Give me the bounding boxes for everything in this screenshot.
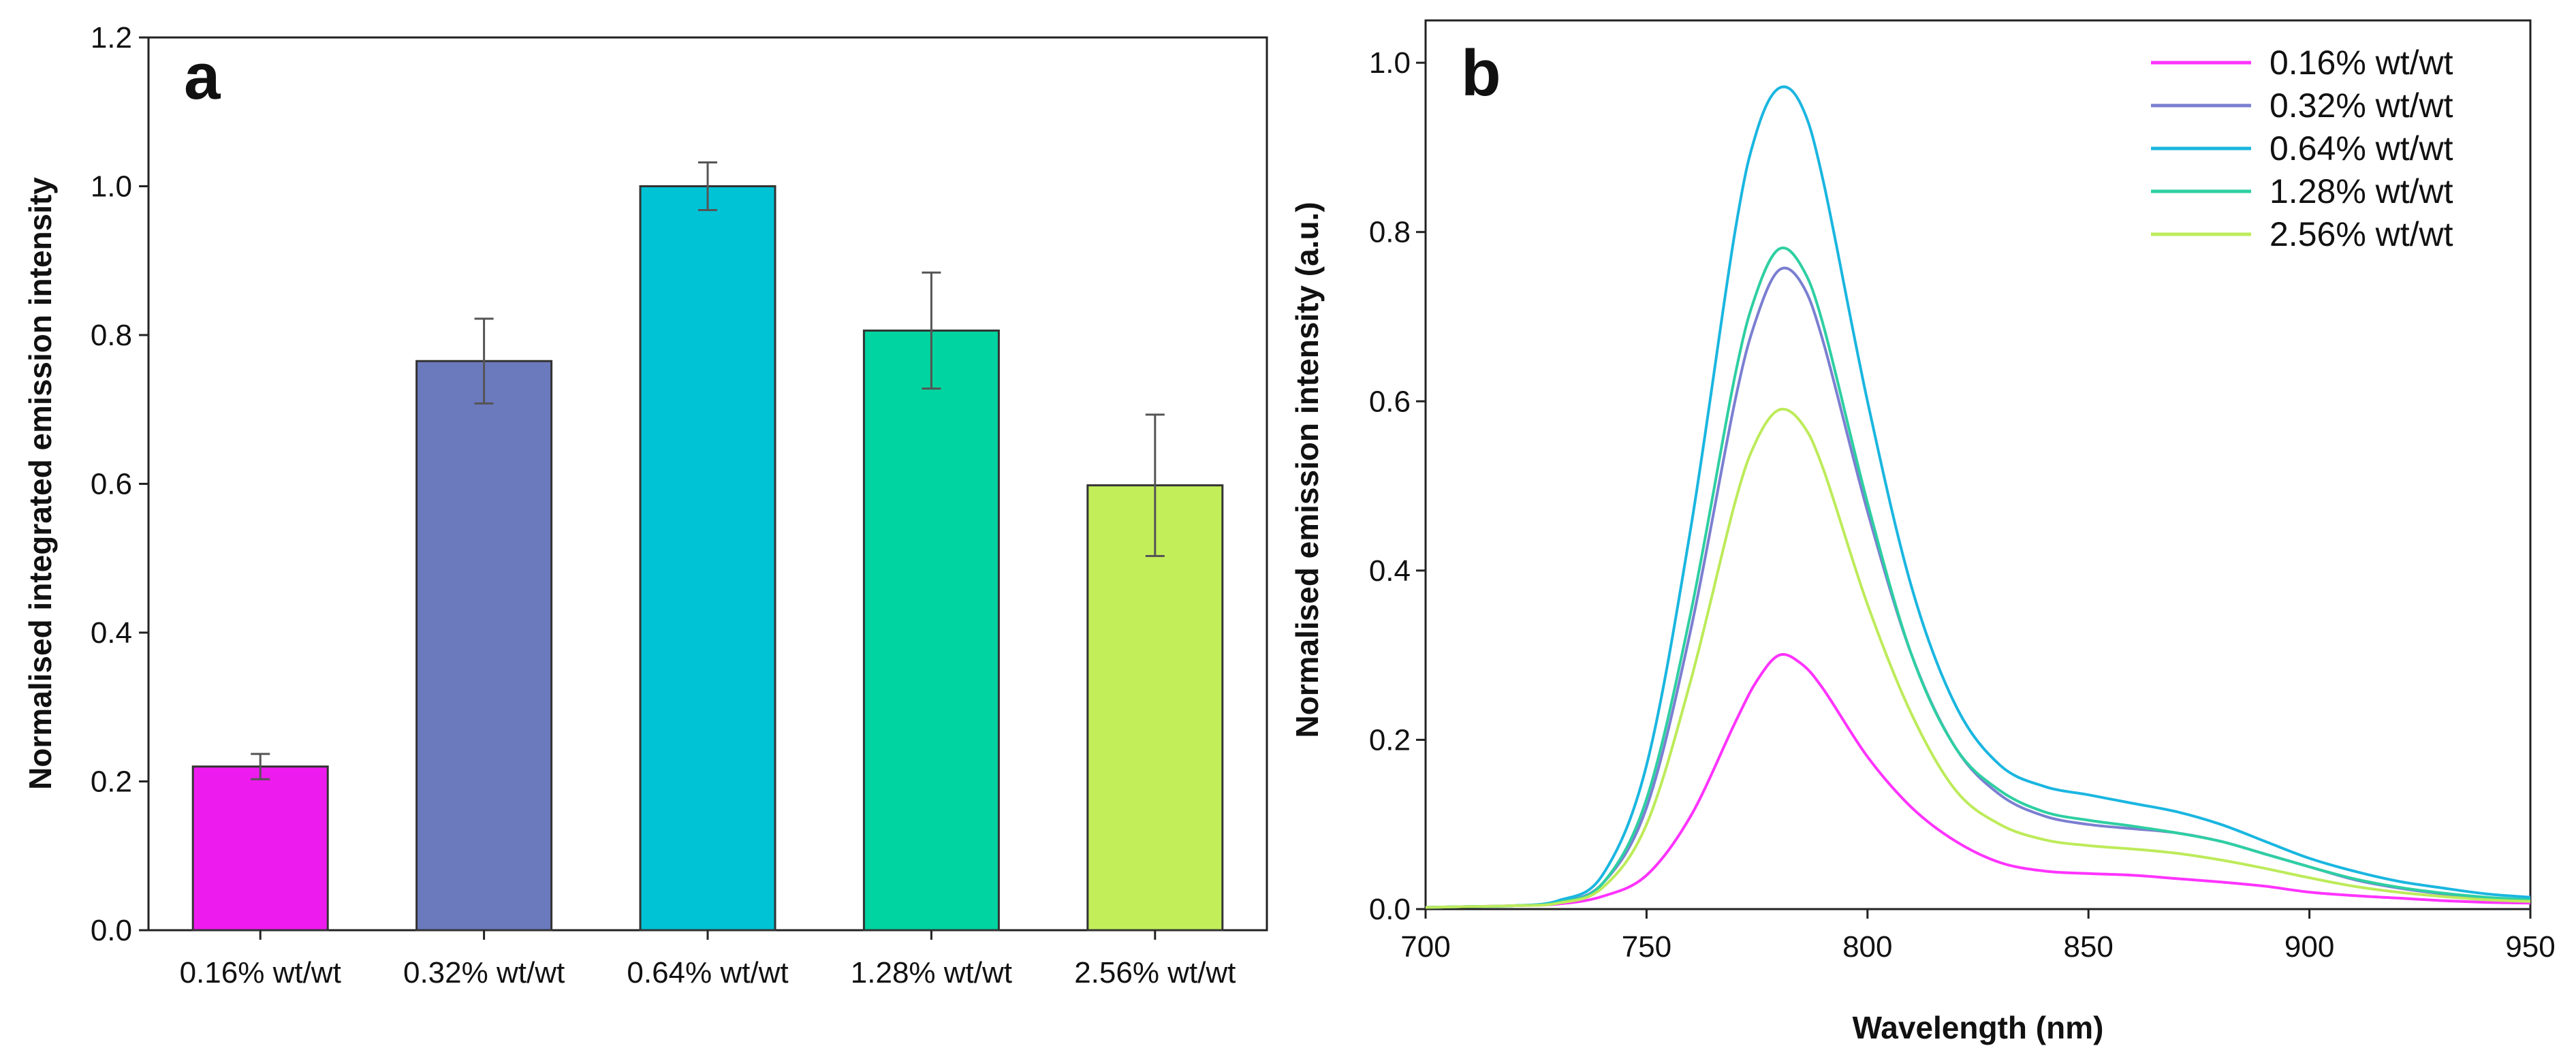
panel-a-x-tick-label: 0.16% wt/wt: [180, 956, 341, 989]
panel-a-x-tick-label: 0.32% wt/wt: [403, 956, 565, 989]
panel-a-y-tick-label: 1.0: [91, 170, 132, 204]
panel-b-y-axis-title: Normalised emission intensity (a.u.): [1289, 202, 1325, 737]
panel-a-x-tick-label: 0.64% wt/wt: [627, 956, 788, 989]
legend-label-2: 0.32% wt/wt: [2269, 86, 2453, 125]
series-line-4: [1425, 247, 2531, 909]
panel-b-y-tick-label: 0.8: [1369, 216, 1411, 249]
bar-2: [415, 360, 553, 932]
panel-b-y-tick-label: 1.0: [1369, 46, 1411, 80]
panel-b-y-tick-label: 0.0: [1369, 893, 1411, 926]
panel-a-x-tick-label: 2.56% wt/wt: [1074, 956, 1236, 989]
series-line-3: [1425, 85, 2531, 909]
panel-b-x-axis-title: Wavelength (nm): [1853, 1010, 2104, 1045]
panel-a-bars: [191, 185, 1224, 932]
panel-a-error-bars: [251, 161, 1165, 780]
series-line-1: [1425, 653, 2531, 909]
panel-b-x-axis: 700 750 800 850 900 950: [1400, 909, 2556, 964]
panel-b-label: b: [1461, 37, 1501, 110]
bar-3: [639, 185, 776, 932]
panel-b-series-lines: [1425, 85, 2531, 909]
panel-a-y-tick-label: 0.0: [91, 914, 132, 947]
panel-b-y-tick-label: 0.6: [1369, 385, 1411, 418]
panel-b-line-chart: b Normalised emission intensity (a.u.) W…: [1289, 19, 2556, 1045]
panel-b-y-tick-label: 0.4: [1369, 554, 1411, 588]
panel-b-legend: 0.16% wt/wt 0.32% wt/wt 0.64% wt/wt 1.28% w…: [2151, 44, 2453, 253]
panel-b-x-tick-label: 700: [1400, 930, 1450, 964]
panel-b-x-tick-label: 950: [2505, 930, 2555, 964]
series-line-5: [1425, 407, 2531, 909]
panel-b-x-tick-label: 750: [1622, 930, 1671, 964]
panel-a-y-axis-title: Normalised integrated emission intensity: [22, 177, 58, 790]
panel-b-x-tick-label: 800: [1842, 930, 1892, 964]
legend-label-1: 0.16% wt/wt: [2269, 44, 2453, 82]
legend-label-3: 0.64% wt/wt: [2269, 129, 2453, 168]
panel-a-label: a: [184, 40, 221, 113]
panel-b-x-tick-label: 900: [2284, 930, 2334, 964]
panel-b-x-tick-label: 850: [2063, 930, 2113, 964]
panel-a-bar-chart: a Normalised integrated emission intensi…: [22, 21, 1268, 989]
panel-a-y-tick-label: 0.4: [91, 616, 132, 650]
legend-label-5: 2.56% wt/wt: [2269, 215, 2453, 253]
legend-label-4: 1.28% wt/wt: [2269, 172, 2453, 210]
panel-b-y-tick-label: 0.2: [1369, 723, 1411, 757]
panel-a-y-axis: 0.0 0.2 0.4 0.6 0.8 1.0 1.2: [91, 21, 148, 947]
panel-a-x-tick-label: 1.28% wt/wt: [851, 956, 1012, 989]
panel-a-y-tick-label: 1.2: [91, 21, 132, 54]
bar-1: [191, 765, 329, 932]
panel-a-y-tick-label: 0.8: [91, 319, 132, 352]
panel-a-y-tick-label: 0.2: [91, 765, 132, 799]
panel-b-y-axis: 0.0 0.2 0.4 0.6 0.8 1.0: [1369, 46, 1426, 926]
panel-a-y-tick-label: 0.6: [91, 468, 132, 501]
bar-4: [862, 329, 1000, 932]
panel-a-x-axis: 0.16% wt/wt 0.32% wt/wt 0.64% wt/wt 1.28% w…: [180, 930, 1236, 989]
panel-b-plot-frame: [1424, 19, 2532, 910]
